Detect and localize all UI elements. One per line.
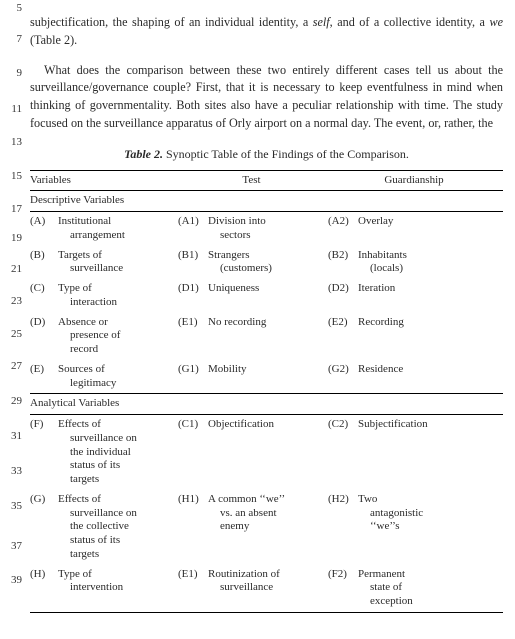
- table-row: (B) Targets ofsurveillance (B1) Stranger…: [30, 246, 503, 280]
- line-number: 17: [4, 204, 22, 215]
- line-number: 25: [4, 329, 22, 340]
- line-number: 13: [4, 137, 22, 148]
- row-var: Type ofintervention: [58, 565, 178, 613]
- row-c2: Recording: [358, 313, 503, 360]
- row-c2: Residence: [358, 360, 503, 394]
- section-analytical: Analytical Variables: [30, 394, 503, 415]
- line-number: 5: [4, 3, 22, 14]
- row-c2code: (C2): [328, 415, 358, 490]
- para1-text-b: , and of a collective identity, a: [330, 15, 490, 29]
- row-code: (C): [30, 279, 58, 313]
- table-caption: Table 2. Synoptic Table of the Findings …: [30, 147, 503, 162]
- table-row: (C) Type ofinteraction (D1) Uniqueness (…: [30, 279, 503, 313]
- row-c1code: (D1): [178, 279, 208, 313]
- row-c2code: (B2): [328, 246, 358, 280]
- row-var: Institutionalarrangement: [58, 212, 178, 246]
- row-c2code: (E2): [328, 313, 358, 360]
- row-c2code: (G2): [328, 360, 358, 394]
- row-c2: Permanentstate ofexception: [358, 565, 503, 613]
- row-c1: Uniqueness: [208, 279, 328, 313]
- line-number: 37: [4, 541, 22, 552]
- row-c2code: (A2): [328, 212, 358, 246]
- table-label: Table 2.: [124, 147, 163, 161]
- table-caption-text: Synoptic Table of the Findings of the Co…: [166, 147, 409, 161]
- section-analytical-label: Analytical Variables: [30, 394, 503, 415]
- row-var: Targets ofsurveillance: [58, 246, 178, 280]
- para1-text-a: subjectification, the shaping of an indi…: [30, 15, 313, 29]
- table-row: (A) Institutionalarrangement (A1) Divisi…: [30, 212, 503, 246]
- row-c2: Iteration: [358, 279, 503, 313]
- table-row: (F) Effects ofsurveillance onthe individ…: [30, 415, 503, 490]
- para1-self: self: [313, 15, 330, 29]
- row-c2: Twoantagonistic‘‘we’’s: [358, 490, 503, 565]
- row-var: Absence orpresence ofrecord: [58, 313, 178, 360]
- row-c1code: (E1): [178, 313, 208, 360]
- line-number: 27: [4, 361, 22, 372]
- row-var: Effects ofsurveillance onthe collectives…: [58, 490, 178, 565]
- row-c1code: (C1): [178, 415, 208, 490]
- line-number: 7: [4, 34, 22, 45]
- row-code: (F): [30, 415, 58, 490]
- row-c1code: (G1): [178, 360, 208, 394]
- section-descriptive: Descriptive Variables: [30, 191, 503, 212]
- header-guardianship: Guardianship: [328, 170, 503, 191]
- row-c1code: (H1): [178, 490, 208, 565]
- row-var: Sources oflegitimacy: [58, 360, 178, 394]
- table-header-row: Variables Test Guardianship: [30, 170, 503, 191]
- row-c1: Strangers(customers): [208, 246, 328, 280]
- row-c1code: (E1): [178, 565, 208, 613]
- line-number: 39: [4, 575, 22, 586]
- section-descriptive-label: Descriptive Variables: [30, 191, 503, 212]
- para1-text-c: (Table 2).: [30, 33, 77, 47]
- line-number: 15: [4, 171, 22, 182]
- line-number: 33: [4, 466, 22, 477]
- findings-table: Variables Test Guardianship Descriptive …: [30, 170, 503, 613]
- para1-we: we: [489, 15, 503, 29]
- row-code: (E): [30, 360, 58, 394]
- header-variables: Variables: [30, 170, 178, 191]
- line-number: 29: [4, 396, 22, 407]
- line-number: 23: [4, 296, 22, 307]
- row-c2: Subjectification: [358, 415, 503, 490]
- para2-text: What does the comparison between these t…: [30, 63, 503, 130]
- row-c1: Mobility: [208, 360, 328, 394]
- row-c2code: (D2): [328, 279, 358, 313]
- line-number: 31: [4, 431, 22, 442]
- paragraph-1: subjectification, the shaping of an indi…: [30, 14, 503, 49]
- line-number: 21: [4, 264, 22, 275]
- row-c2code: (F2): [328, 565, 358, 613]
- row-code: (G): [30, 490, 58, 565]
- row-c2: Overlay: [358, 212, 503, 246]
- row-code: (A): [30, 212, 58, 246]
- row-c1: A common ‘‘we’’vs. an absentenemy: [208, 490, 328, 565]
- paragraph-2: What does the comparison between these t…: [30, 62, 503, 133]
- row-c1: Objectification: [208, 415, 328, 490]
- row-c1code: (A1): [178, 212, 208, 246]
- row-c1code: (B1): [178, 246, 208, 280]
- row-c2code: (H2): [328, 490, 358, 565]
- line-number: 19: [4, 233, 22, 244]
- row-c1: No recording: [208, 313, 328, 360]
- table-row: (G) Effects ofsurveillance onthe collect…: [30, 490, 503, 565]
- row-c1: Routinization ofsurveillance: [208, 565, 328, 613]
- row-c1: Division intosectors: [208, 212, 328, 246]
- row-var: Effects ofsurveillance onthe individuals…: [58, 415, 178, 490]
- row-c2: Inhabitants(locals): [358, 246, 503, 280]
- line-number: 35: [4, 501, 22, 512]
- row-code: (H): [30, 565, 58, 613]
- table-row: (E) Sources oflegitimacy (G1) Mobility (…: [30, 360, 503, 394]
- row-code: (D): [30, 313, 58, 360]
- page: 5 7 9 11 13 15 17 19 21 23 25 27 29 31 33 35 37 39 subjec…: [0, 0, 515, 639]
- row-var: Type ofinteraction: [58, 279, 178, 313]
- row-code: (B): [30, 246, 58, 280]
- table-row: (H) Type ofintervention (E1) Routinizati…: [30, 565, 503, 613]
- line-number: 11: [4, 104, 22, 115]
- header-test: Test: [178, 170, 328, 191]
- table-row: (D) Absence orpresence ofrecord (E1) No …: [30, 313, 503, 360]
- line-number: 9: [4, 68, 22, 79]
